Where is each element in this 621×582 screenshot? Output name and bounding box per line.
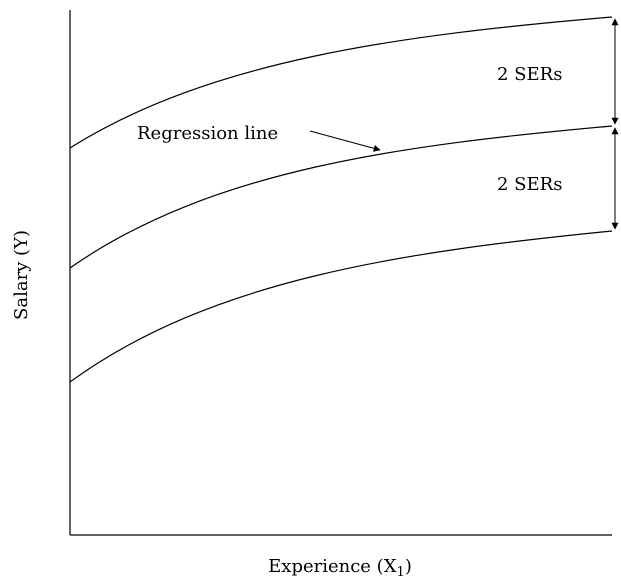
y-axis-label: Salary (Y) — [11, 230, 32, 320]
upper-band-label: 2 SERs — [497, 64, 562, 85]
x-axis-label-main: Experience (X — [268, 556, 397, 577]
x-axis-label-subscript: 1 — [397, 565, 405, 580]
regression-pointer-arrow — [309, 130, 381, 152]
lower-band-curve — [69, 230, 613, 383]
lower-band-label: 2 SERs — [497, 174, 562, 195]
x-axis-label-close: ) — [405, 556, 412, 577]
regression-curve — [69, 125, 613, 269]
upper-band-curve — [69, 16, 613, 149]
x-axis-label: Experience (X1) — [268, 556, 412, 580]
regression-line-label: Regression line — [137, 123, 278, 144]
